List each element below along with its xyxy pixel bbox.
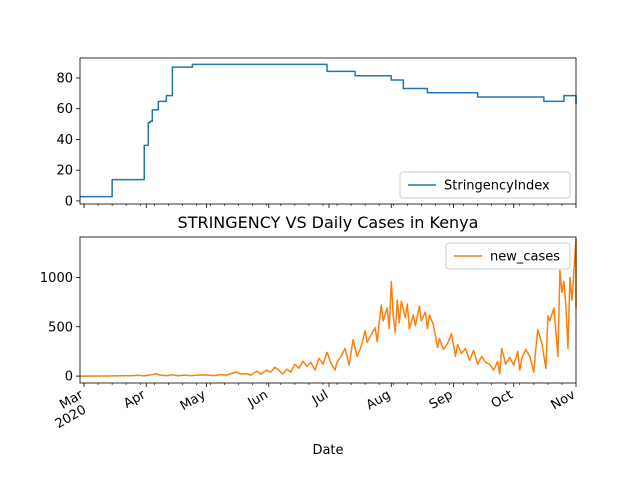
cases-panel: 0 500 1000 new_cases STRINGENCY VS Daily Cas… [40,213,577,387]
stringency-panel: 0 20 40 60 80 StringencyIndex [56,57,577,209]
legend-label: new_cases [490,250,560,265]
legend-box [399,171,571,199]
y-tick-label: 0 [65,194,73,209]
legend-box [445,242,571,270]
x-axis-label: Date [312,443,343,458]
y-tick-label: 0 [65,370,73,385]
x-tick-label: Aug [364,387,393,413]
x-tick-label: Oct [489,387,516,411]
plot-frame [79,236,577,384]
x-tick-label: Jul [309,387,331,408]
y-tick-label: 1000 [40,271,73,286]
legend-label: StringencyIndex [444,179,550,194]
x-tick-label: May [178,387,209,414]
series-line-new_cases [79,238,577,377]
y-tick-label: 500 [48,320,73,335]
x-tick-label: Sep [427,387,456,412]
y-tick-label: 20 [56,164,73,179]
x-tick-label: Jun [245,387,271,411]
y-tick-label: 80 [56,71,73,86]
y-tick-label: 60 [56,102,73,117]
x-tick-label: Apr [121,387,149,412]
legend: StringencyIndex [399,171,571,199]
chart-title: STRINGENCY VS Daily Cases in Kenya [178,213,479,232]
plot-frame [79,57,577,205]
x-tick-label: Nov [549,387,579,413]
series-line-StringencyIndex [80,63,577,198]
y-tick-label: 40 [56,133,73,148]
legend: new_cases [445,242,571,270]
